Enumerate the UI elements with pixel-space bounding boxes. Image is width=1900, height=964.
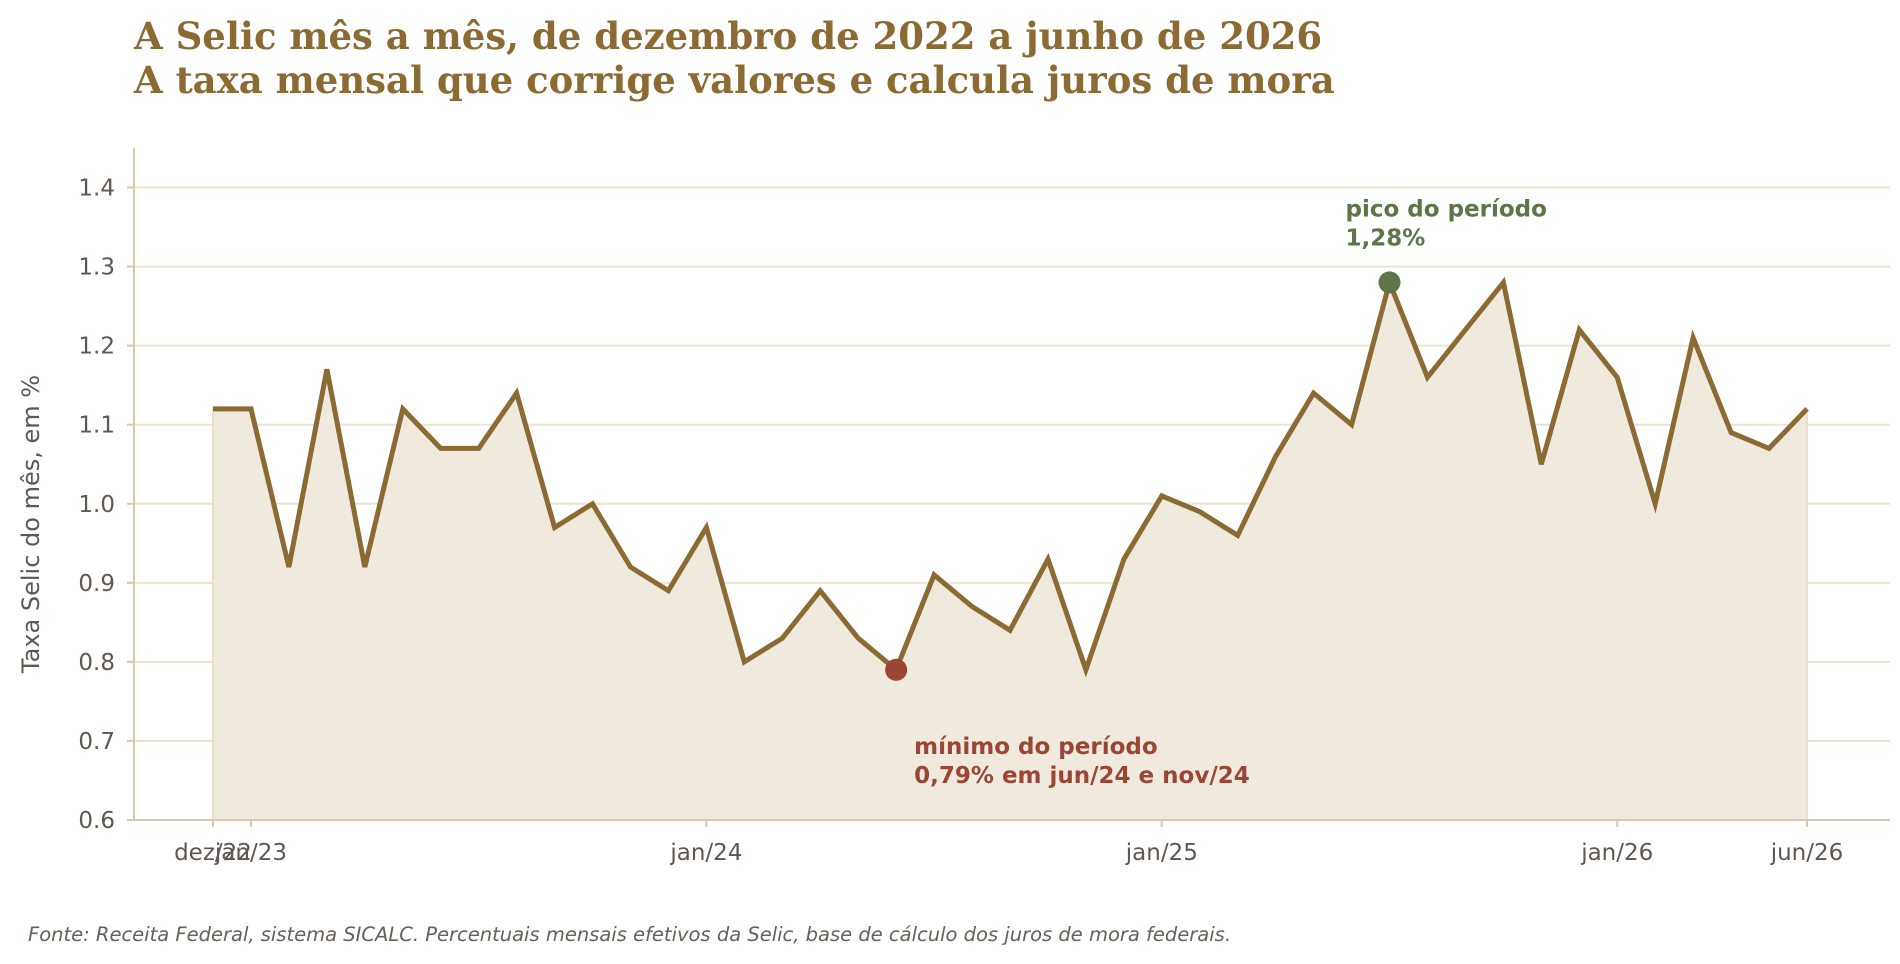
- data-point-2026-06: [1805, 406, 1810, 411]
- data-point-2026-05: [1767, 446, 1772, 451]
- data-point-2023-03: [324, 367, 329, 372]
- data-point-2025-12: [1577, 327, 1582, 332]
- data-point-2026-02: [1653, 501, 1658, 506]
- data-point-2025-03: [1235, 533, 1240, 538]
- x-tick-label-2026-06: jun/26: [1770, 840, 1844, 866]
- data-point-2023-07: [476, 446, 481, 451]
- y-tick-label-1.0: 1.0: [78, 492, 115, 518]
- annotation-min-line-1: mínimo do período: [914, 734, 1158, 760]
- data-point-2024-12: [1121, 557, 1126, 562]
- data-point-2025-02: [1197, 509, 1202, 514]
- data-point-2023-09: [552, 525, 557, 530]
- data-point-2024-03: [780, 636, 785, 641]
- data-point-2024-04: [818, 588, 823, 593]
- data-point-2024-08: [970, 604, 975, 609]
- data-point-2026-03: [1691, 335, 1696, 340]
- y-tick-label-0.7: 0.7: [78, 729, 115, 755]
- annotation-min-line-2: 0,79% em jun/24 e nov/24: [914, 763, 1250, 789]
- y-tick-label-0.8: 0.8: [78, 650, 115, 676]
- data-point-2025-01: [1159, 493, 1164, 498]
- data-point-2025-09: [1463, 327, 1468, 332]
- data-point-2023-01: [248, 406, 253, 411]
- y-tick-label-0.9: 0.9: [78, 571, 115, 597]
- y-axis-label-group: Taxa Selic do mês, em %: [17, 375, 45, 674]
- data-point-2023-05: [400, 406, 405, 411]
- annotation-marker-min: [885, 658, 908, 681]
- annotation-marker-max: [1378, 271, 1401, 294]
- source-note: Fonte: Receita Federal, sistema SICALC. …: [28, 923, 1231, 946]
- data-point-2023-10: [590, 501, 595, 506]
- data-point-2022-12: [211, 406, 216, 411]
- y-tick-label-1.2: 1.2: [78, 334, 115, 360]
- y-axis-label: Taxa Selic do mês, em %: [17, 375, 45, 674]
- y-tick-label-0.6: 0.6: [78, 808, 115, 834]
- data-point-2025-06: [1349, 422, 1354, 427]
- x-tick-label-2024-01: jan/24: [669, 840, 742, 866]
- chart-title-line-1: A Selic mês a mês, de dezembro de 2022 a…: [133, 14, 1322, 58]
- data-point-2024-07: [932, 572, 937, 577]
- data-point-2026-04: [1729, 430, 1734, 435]
- x-tick-label-2023-01: jan/23: [214, 840, 287, 866]
- data-point-2025-11: [1539, 462, 1544, 467]
- data-point-2025-08: [1425, 375, 1430, 380]
- data-point-2023-12: [666, 588, 671, 593]
- y-tick-label-1.1: 1.1: [78, 413, 115, 439]
- source-note-group: Fonte: Receita Federal, sistema SICALC. …: [28, 923, 1231, 946]
- data-point-2023-11: [628, 565, 633, 570]
- annotations: pico do período 1,28% mínimo do período 0,7…: [885, 196, 1547, 789]
- y-tick-label-1.4: 1.4: [78, 176, 115, 202]
- data-point-2025-04: [1273, 454, 1278, 459]
- y-tick-label-1.3: 1.3: [78, 255, 115, 281]
- data-point-2023-04: [362, 565, 367, 570]
- x-tick-label-2022-12: dez/22: [174, 840, 252, 866]
- series-line-selic: [213, 274, 1809, 678]
- x-tick-label-2025-01: jan/25: [1125, 840, 1198, 866]
- chart-title-group: A Selic mês a mês, de dezembro de 2022 a…: [133, 14, 1335, 102]
- annotation-max-line-2: 1,28%: [1346, 225, 1426, 251]
- data-point-2024-02: [742, 659, 747, 664]
- axes: [133, 148, 1890, 821]
- data-point-2023-08: [514, 391, 519, 396]
- annotation-max-line-1: pico do período: [1346, 196, 1547, 222]
- x-tick-label-2026-01: jan/26: [1580, 840, 1653, 866]
- data-point-2023-06: [438, 446, 443, 451]
- data-point-2024-01: [704, 525, 709, 530]
- data-point-2025-05: [1311, 391, 1316, 396]
- data-point-2024-10: [1045, 557, 1050, 562]
- data-point-2024-09: [1008, 628, 1013, 633]
- series-line-group: [211, 274, 1810, 678]
- data-point-2023-02: [286, 565, 291, 570]
- data-point-2024-11: [1083, 667, 1088, 672]
- data-point-2025-10: [1501, 280, 1506, 285]
- data-point-2024-05: [856, 636, 861, 641]
- chart-title-line-2: A taxa mensal que corrige valores e calc…: [133, 58, 1335, 102]
- data-point-2026-01: [1615, 375, 1620, 380]
